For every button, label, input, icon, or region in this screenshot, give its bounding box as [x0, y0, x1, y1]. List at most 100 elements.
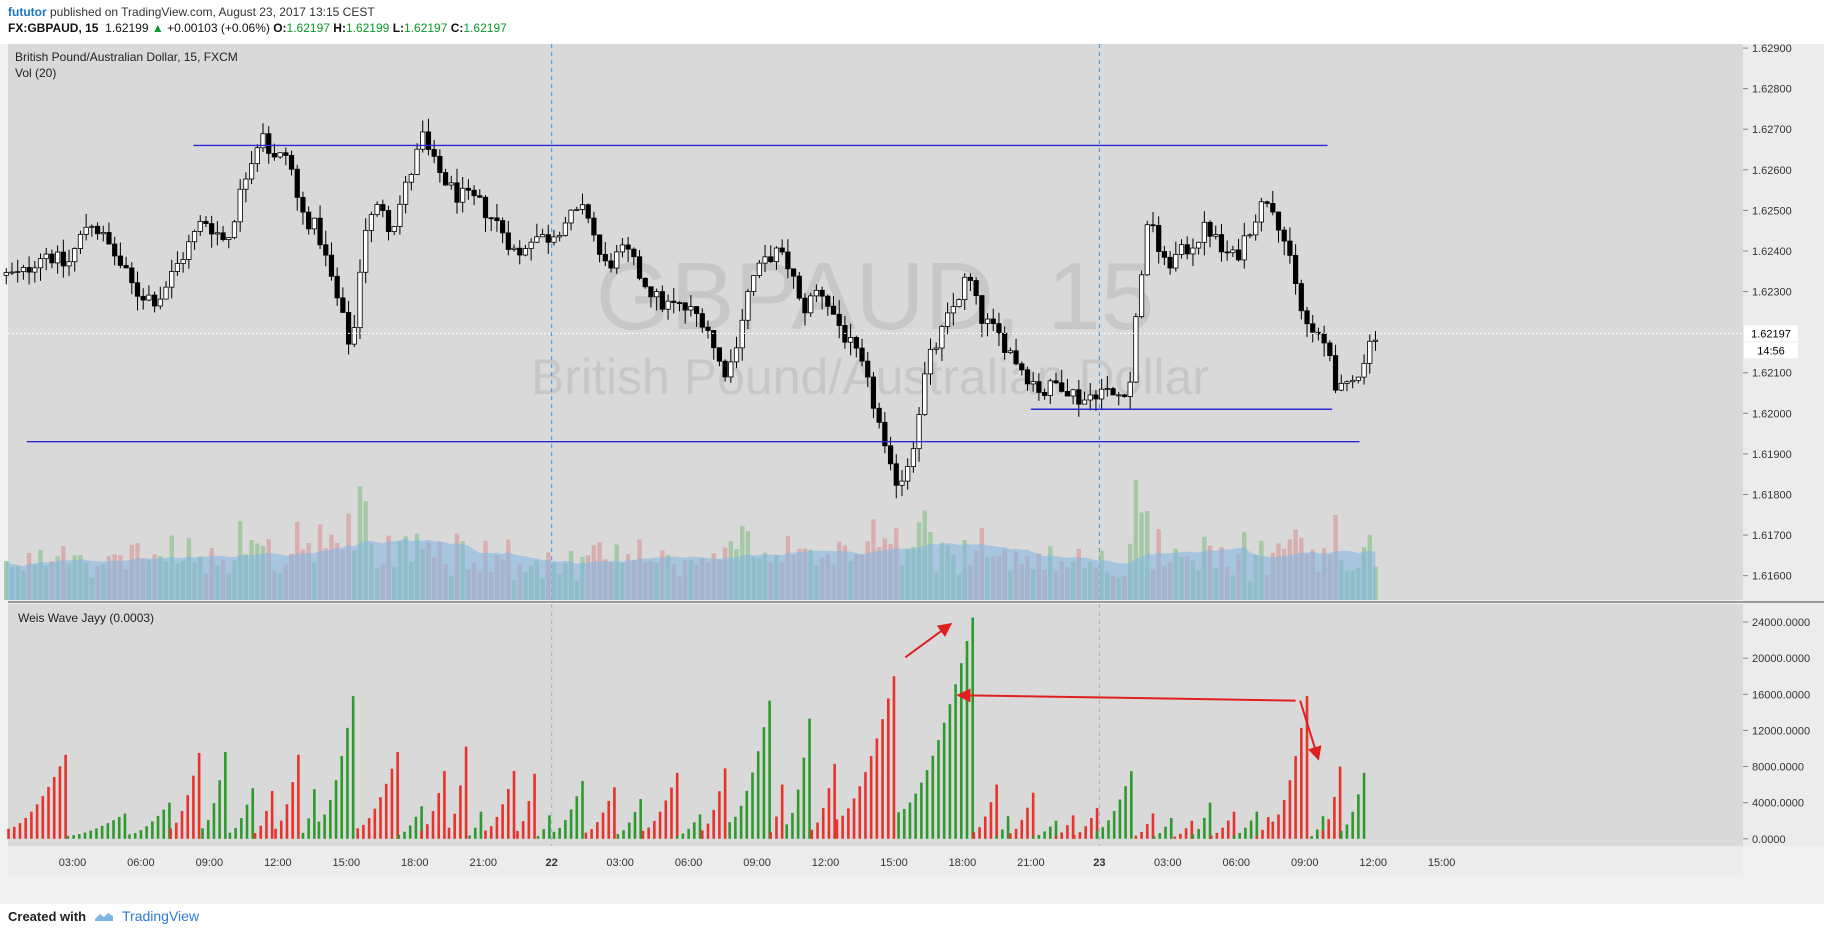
- weis-bar-up: [201, 828, 204, 839]
- weis-bar-down: [1090, 818, 1093, 839]
- price-change: +0.00103 (+0.06%): [167, 21, 270, 35]
- weis-bar-up: [156, 815, 160, 839]
- candle-up: [1372, 339, 1379, 342]
- weis-bar-up: [768, 700, 771, 839]
- weis-bar-up: [1112, 810, 1116, 839]
- weis-bar-up: [897, 812, 900, 839]
- candle-down: [294, 168, 300, 198]
- weis-bar-down: [1173, 836, 1176, 839]
- chart-svg[interactable]: GBPAUD, 15 British Pound/Australian Doll…: [0, 43, 1824, 904]
- weis-bar-down: [495, 816, 499, 839]
- weis-bar-down: [297, 754, 300, 839]
- weis-bar-down: [274, 828, 277, 839]
- candle-down: [209, 223, 215, 235]
- candle-down: [825, 295, 831, 307]
- candle-down: [830, 305, 837, 315]
- weis-bar-up: [117, 816, 121, 839]
- weis-bar-down: [1333, 796, 1336, 839]
- weis-bar-down: [285, 804, 289, 839]
- weis-bar-up: [1001, 829, 1004, 839]
- candle-down: [973, 280, 979, 297]
- weis-bar-down: [484, 830, 487, 839]
- candle-up: [368, 214, 375, 231]
- candle-up: [756, 262, 762, 276]
- weis-bar-down: [892, 676, 896, 839]
- candle-down: [1013, 350, 1019, 365]
- weis-bar-down: [533, 773, 536, 839]
- weis-bar-up: [756, 751, 760, 839]
- weis-bar-up: [1244, 827, 1247, 839]
- weis-bar-up: [78, 834, 81, 839]
- weis-bar-down: [501, 804, 504, 839]
- time-tick-label: 06:00: [675, 857, 703, 869]
- annotation-arrows: [904, 623, 1322, 761]
- weis-bar-down: [1060, 832, 1064, 839]
- candle-up: [1104, 388, 1110, 390]
- weis-bar-down: [420, 830, 423, 839]
- candle-up: [511, 247, 517, 250]
- weis-bar-up: [1107, 820, 1110, 839]
- candle-up: [562, 222, 568, 236]
- volume-bars: [4, 480, 1378, 600]
- time-tick-label: 03:00: [59, 857, 87, 869]
- footer: Created with TradingView: [8, 908, 199, 924]
- candle-up: [1133, 316, 1139, 383]
- candle-down: [488, 217, 494, 220]
- weis-tick-label: 0.0000: [1752, 834, 1786, 846]
- weis-bar-up: [133, 833, 137, 839]
- weis-bar-up: [1043, 831, 1046, 839]
- weis-bar-down: [1305, 696, 1309, 839]
- candle-up: [237, 188, 243, 223]
- candle-down: [471, 189, 477, 197]
- time-tick-label: 09:00: [196, 857, 224, 869]
- weis-bar-up: [942, 722, 946, 839]
- weis-bar-up: [206, 820, 210, 839]
- time-axis[interactable]: [8, 846, 1743, 876]
- weis-bar-down: [835, 819, 839, 839]
- candle-down: [711, 330, 717, 349]
- candle-up: [773, 247, 780, 263]
- candle-down: [517, 247, 523, 256]
- weis-bar-down: [367, 818, 371, 839]
- price-pane[interactable]: [8, 44, 1743, 600]
- weis-bar-up: [581, 780, 584, 839]
- time-tick-label: 15:00: [333, 857, 361, 869]
- volume-ma-area: [6, 539, 1376, 600]
- weis-bar-up: [397, 834, 401, 839]
- weis-bar-up: [937, 739, 940, 839]
- weis-pane[interactable]: [8, 604, 1743, 846]
- candle-down: [1167, 256, 1173, 269]
- tradingview-link[interactable]: TradingView: [122, 908, 200, 924]
- weis-bar-down: [453, 813, 456, 839]
- price-axis[interactable]: [1743, 44, 1824, 846]
- chart-container[interactable]: GBPAUD, 15 British Pound/Australian Doll…: [0, 43, 1824, 904]
- last-price: 1.62199: [105, 21, 149, 35]
- weis-bar-down: [197, 752, 201, 839]
- annotation-arrow: [904, 623, 953, 659]
- weis-bar-up: [351, 696, 355, 839]
- weis-bar-up: [639, 799, 642, 839]
- candle-down: [1298, 283, 1304, 312]
- candle-down: [716, 347, 723, 362]
- candle-up: [157, 298, 163, 307]
- author-link[interactable]: fututor: [8, 5, 47, 19]
- candle-down: [1270, 203, 1276, 213]
- candle-up: [808, 295, 814, 314]
- weis-bar-up: [112, 820, 115, 839]
- weis-bar-down: [12, 826, 16, 839]
- candle-up: [1350, 379, 1356, 383]
- candle-up: [1338, 383, 1344, 391]
- candle-up: [1344, 381, 1350, 384]
- weis-bar-up: [1255, 811, 1259, 839]
- weis-bar-up: [479, 811, 483, 839]
- weis-bar-down: [613, 787, 616, 839]
- candle-down: [288, 155, 295, 170]
- candle-up: [528, 241, 534, 249]
- candle-up: [1047, 380, 1053, 396]
- candle-down: [887, 445, 894, 465]
- weis-bar-up: [106, 823, 110, 839]
- weis-bar-down: [431, 810, 435, 839]
- weis-bar-up: [622, 830, 625, 839]
- candle-down: [345, 312, 352, 345]
- candle-up: [899, 480, 905, 486]
